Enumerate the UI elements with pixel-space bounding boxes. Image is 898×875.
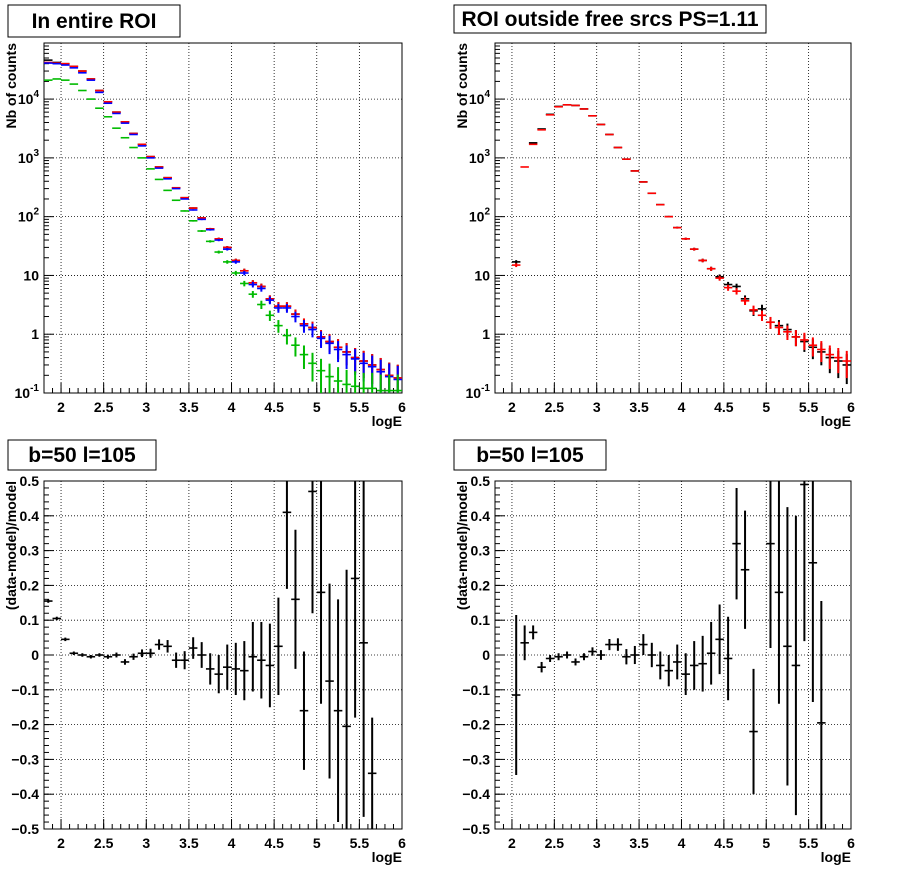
y-tick-label: −0.4 <box>11 786 39 802</box>
x-tick-label: 4.5 <box>264 399 284 415</box>
x-tick-label: 5.5 <box>799 399 819 415</box>
x-tick-label: 5.5 <box>799 835 819 851</box>
title-box <box>7 439 157 471</box>
y-tick-label: 102 <box>469 207 491 225</box>
x-tick-label: 3 <box>593 399 601 415</box>
chart-panel-3: 2 2.5 3 3.5 4 4.5 5 5.5 6 −0.5 −0.4 −0.3 −0.2 −0.1 0 0.… <box>3 439 406 865</box>
x-tick-label: 6 <box>398 399 406 415</box>
x-tick-label: 2 <box>57 399 65 415</box>
chart-panel-2: 2 2.5 3 3.5 4 4.5 5 5.5 6 10-1 1 10 102 103 104 logE Nb … <box>453 4 855 429</box>
y-axis-label: (data-model)/model <box>3 481 19 610</box>
x-tick-label: 4.5 <box>714 399 734 415</box>
y-tick-label: 0.5 <box>471 473 491 489</box>
y-axis-label: Nb of counts <box>454 43 470 129</box>
x-tick-label: 4 <box>228 399 236 415</box>
x-tick-label: 5 <box>313 399 321 415</box>
y-tick-label: 1 <box>482 326 490 342</box>
x-tick-label: 2.5 <box>545 399 565 415</box>
y-tick-label: 0.3 <box>20 543 40 559</box>
x-tick-label: 2.5 <box>94 399 114 415</box>
y-tick-label: −0.3 <box>462 751 490 767</box>
x-tick-label: 3.5 <box>179 835 199 851</box>
y-tick-label: 0.1 <box>20 612 40 628</box>
y-tick-label: 103 <box>18 148 40 166</box>
x-tick-label: 4 <box>678 835 686 851</box>
grid-lines <box>44 43 402 393</box>
y-tick-label: 0.3 <box>471 543 491 559</box>
y-tick-label: −0.2 <box>462 717 490 733</box>
y-tick-label: 0.2 <box>471 577 491 593</box>
chart-title: b=50 l=105 <box>28 444 136 467</box>
grid-lines <box>44 481 402 829</box>
series-1 <box>511 481 826 829</box>
series-2 <box>511 103 851 379</box>
x-tick-label: 5 <box>313 835 321 851</box>
y-tick-label: −0.1 <box>11 682 39 698</box>
y-tick-label: 103 <box>469 148 491 166</box>
x-tick-label: 2 <box>508 835 516 851</box>
x-tick-label: 6 <box>847 835 855 851</box>
x-tick-label: 2 <box>57 835 65 851</box>
x-tick-label: 6 <box>847 399 855 415</box>
y-tick-label: 1 <box>31 326 39 342</box>
y-tick-label: 10-1 <box>15 383 40 401</box>
x-tick-label: 5 <box>762 399 770 415</box>
x-tick-label: 2.5 <box>545 835 565 851</box>
y-tick-label: 0 <box>31 647 39 663</box>
y-tick-label: 104 <box>469 89 491 107</box>
series-4 <box>44 78 402 393</box>
x-tick-label: 3 <box>142 399 150 415</box>
y-axis-label: Nb of counts <box>3 43 19 129</box>
chart-panel-1: 2 2.5 3 3.5 4 4.5 5 5.5 6 10-1 1 10 102 103 104 logE Nb … <box>3 4 406 429</box>
y-tick-label: 0.4 <box>20 508 40 524</box>
title-box <box>7 4 181 38</box>
x-tick-label: 5 <box>762 835 770 851</box>
y-tick-label: −0.5 <box>462 821 490 837</box>
x-tick-label: 4 <box>678 399 686 415</box>
y-tick-label: 104 <box>18 89 40 107</box>
x-tick-label: 4 <box>228 835 236 851</box>
y-tick-label: 10 <box>23 267 39 283</box>
y-tick-label: −0.4 <box>462 786 490 802</box>
x-tick-label: 3.5 <box>629 835 649 851</box>
x-tick-label: 2 <box>508 399 516 415</box>
chart-title: ROI outside free srcs PS=1.11 <box>461 8 758 31</box>
x-axis-label: logE <box>821 413 851 429</box>
y-tick-label: −0.1 <box>462 682 490 698</box>
x-tick-label: 4.5 <box>264 835 284 851</box>
x-tick-label: 2.5 <box>94 835 114 851</box>
y-tick-label: −0.2 <box>11 717 39 733</box>
series-1 <box>44 481 377 829</box>
title-box <box>453 4 767 34</box>
y-tick-label: 0.5 <box>20 473 40 489</box>
x-tick-label: 5.5 <box>350 835 370 851</box>
x-tick-label: 5.5 <box>350 399 370 415</box>
y-tick-label: 0.4 <box>471 508 491 524</box>
y-tick-label: −0.5 <box>11 821 39 837</box>
y-tick-label: 0.2 <box>20 577 40 593</box>
y-tick-label: 0 <box>482 647 490 663</box>
y-tick-label: 10 <box>474 267 490 283</box>
x-tick-label: 3.5 <box>629 399 649 415</box>
y-tick-label: 10-1 <box>466 383 491 401</box>
x-tick-label: 4.5 <box>714 835 734 851</box>
chart-panel-4: 2 2.5 3 3.5 4 4.5 5 5.5 6 −0.5 −0.4 −0.3 −0.2 −0.1 0 0.… <box>453 439 855 865</box>
chart-title: b=50 l=105 <box>476 444 584 467</box>
chart-title: In entire ROI <box>32 10 157 33</box>
title-box <box>453 439 607 471</box>
x-tick-label: 3 <box>593 835 601 851</box>
x-axis-label: logE <box>821 849 851 865</box>
x-axis-label: logE <box>372 413 402 429</box>
x-axis-label: logE <box>372 849 402 865</box>
x-tick-label: 3.5 <box>179 399 199 415</box>
y-tick-label: 102 <box>18 207 40 225</box>
y-axis-label: (data-model)/model <box>454 481 470 610</box>
y-tick-label: −0.3 <box>11 751 39 767</box>
y-tick-label: 0.1 <box>471 612 491 628</box>
x-tick-label: 3 <box>142 835 150 851</box>
x-tick-label: 6 <box>398 835 406 851</box>
